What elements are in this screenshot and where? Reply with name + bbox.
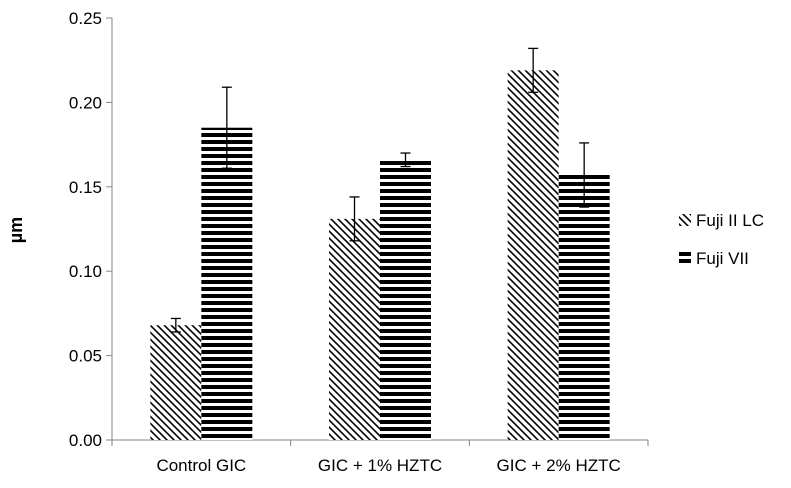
x-category-label: Control GIC: [156, 456, 246, 475]
legend-label: Fuji VII: [696, 249, 749, 268]
y-axis: 0.00 0.05 0.10 0.15 0.20 0.25: [69, 9, 113, 450]
bar-fuji-ii-lc: [329, 218, 380, 440]
bar-fuji-ii-lc: [507, 70, 559, 440]
x-axis: Control GIC GIC + 1% HZTC GIC + 2% HZTC: [111, 439, 649, 475]
y-tick-label: 0.00: [69, 431, 102, 450]
legend-label: Fuji II LC: [696, 211, 764, 230]
bar-fuji-vii: [558, 174, 610, 440]
error-bars: [170, 47, 590, 333]
bars: [150, 70, 610, 441]
legend-swatch-fuji-ii-lc: [679, 214, 691, 226]
y-tick-label: 0.15: [69, 178, 102, 197]
y-tick-label: 0.20: [69, 93, 102, 112]
y-axis-title: µm: [6, 217, 26, 243]
legend: Fuji II LC Fuji VII: [679, 211, 764, 268]
y-tick-label: 0.05: [69, 347, 102, 366]
bar-fuji-vii: [380, 159, 431, 441]
y-tick-label: 0.25: [69, 9, 102, 28]
legend-swatch-fuji-vii: [679, 252, 691, 264]
bar-fuji-ii-lc: [150, 325, 202, 440]
bar-fuji-vii: [201, 127, 253, 440]
x-category-label: GIC + 1% HZTC: [318, 456, 442, 475]
y-tick-label: 0.10: [69, 262, 102, 281]
x-category-label: GIC + 2% HZTC: [497, 456, 621, 475]
